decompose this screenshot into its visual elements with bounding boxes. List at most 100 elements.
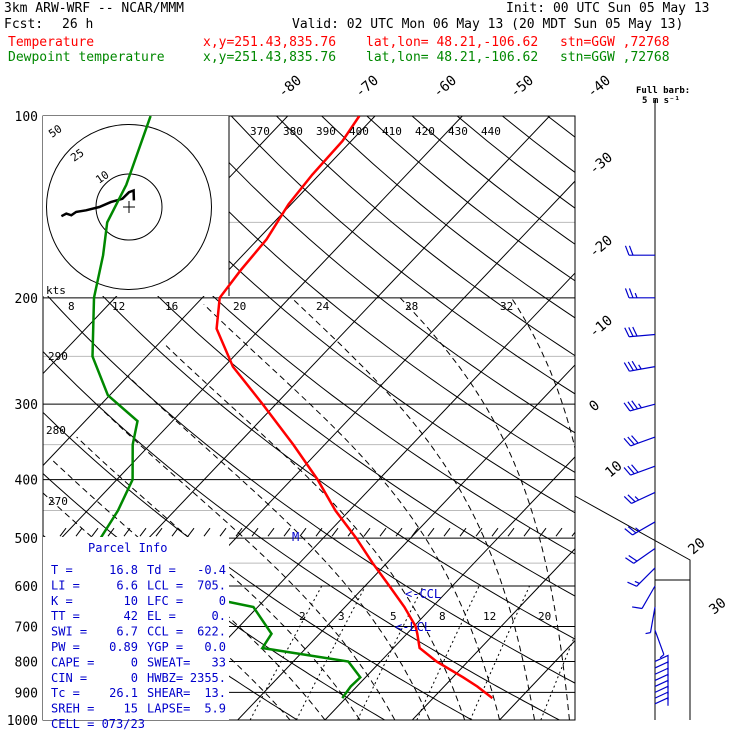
index-value: 0: [219, 594, 226, 608]
moist-adiabat-line: [291, 297, 535, 720]
pressure-label: 800: [15, 655, 38, 670]
mixing-ratio-line: [469, 585, 530, 720]
isotherm-label: 10: [602, 458, 625, 481]
wind-barb-flag: [628, 327, 634, 337]
index-value: 0.0: [204, 640, 226, 654]
index-label: Tc =: [51, 686, 80, 700]
wind-barb-staff: [629, 366, 656, 372]
pressure-label: 500: [15, 532, 38, 547]
mixing-ratio-label: 5: [390, 610, 397, 623]
wind-hatch: [491, 527, 499, 537]
wind-barb: [624, 245, 655, 256]
index-label: SWI =: [51, 625, 87, 639]
wind-barb-flag: [631, 435, 639, 444]
wind-barb: [623, 491, 656, 504]
index-label: CCL =: [147, 625, 183, 639]
isotherm-label: -30: [586, 150, 616, 179]
wind-barb: [654, 673, 669, 683]
wind-scale-label: 8: [68, 300, 75, 313]
wind-barb-staff: [630, 436, 656, 447]
index-value: 622.: [197, 625, 226, 639]
index-label: CIN =: [51, 671, 87, 685]
wind-barb: [654, 654, 669, 664]
dry-adiabat-line: [43, 167, 575, 597]
wind-hatch: [443, 527, 451, 537]
moist-adiabat-line: [76, 436, 361, 720]
hodograph-ring: [46, 124, 212, 290]
wind-barb-flag: [628, 288, 634, 299]
index-label: T =: [51, 563, 73, 577]
index-value: 10: [124, 594, 138, 608]
pressure-label: 600: [15, 580, 38, 595]
wind-hatch: [363, 527, 371, 537]
wind-hatch: [459, 527, 467, 537]
wind-hatch: [523, 527, 531, 537]
wind-scale-label: 20: [233, 300, 246, 313]
isotherm-line: [499, 639, 575, 720]
wind-barb-half-flag: [638, 403, 642, 409]
dry-adiabat-line: [140, 116, 575, 474]
index-label: LI =: [51, 578, 80, 592]
dry-adiabat-line: [185, 116, 575, 434]
wind-scale-label: 32: [500, 300, 513, 313]
index-value: 6.6: [116, 578, 138, 592]
wind-barb: [623, 464, 656, 476]
valid-time: Valid: 02 UTC Mon 06 May 13 (20 MDT Sun …: [292, 17, 684, 32]
pressure-label: 1000: [7, 714, 38, 729]
index-value: 0: [131, 655, 138, 669]
theta-label: 420: [415, 125, 435, 138]
wind-barb-staff: [641, 585, 656, 609]
dewpoint-xy: x,y=251.43,835.76: [203, 50, 337, 65]
wind-barb-flag: [623, 402, 631, 412]
wind-barb-staff: [629, 333, 656, 338]
wind-hatch: [203, 527, 211, 537]
wind-barb-flag: [627, 494, 636, 503]
theta-label: 400: [349, 125, 369, 138]
index-label: SWEAT=: [147, 655, 190, 669]
isotherm-line: [587, 116, 740, 720]
dry-adiabat-line: [456, 116, 575, 209]
hodograph-kts-label: kts: [46, 284, 66, 297]
index-label: CAPE =: [51, 655, 94, 669]
diagram-outline: [574, 495, 691, 720]
dewpoint-legend: Dewpoint temperature: [8, 50, 165, 65]
mixing-ratio-line: [295, 585, 366, 720]
index-label: SHEAR=: [147, 686, 190, 700]
lcl-marker: <-LCL: [395, 620, 431, 634]
index-value: 0.89: [109, 640, 138, 654]
hodograph-ring-label: 50: [46, 122, 64, 140]
barb-legend-line2: 5 m s⁻¹: [642, 96, 680, 106]
wind-barb-staff: [636, 567, 656, 587]
cell-motion: CELL = 073/23: [51, 717, 145, 731]
moist-adiabat-line: [203, 303, 501, 720]
index-value: 16.8: [109, 563, 138, 577]
wind-barb-staff: [629, 403, 656, 412]
dry-adiabat-line: [43, 228, 575, 640]
hodograph-background: [43, 116, 229, 296]
wind-hatch: [555, 527, 563, 537]
wind-hatch: [507, 527, 515, 537]
wind-barb-flag: [625, 557, 635, 564]
pressure-label: 700: [15, 620, 38, 635]
theta-label: 270: [48, 495, 68, 508]
hodograph-trace: [60, 188, 136, 218]
index-value: 705.: [197, 578, 226, 592]
wind-barb-flag: [627, 581, 637, 587]
temperature-xy: x,y=251.43,835.76: [203, 35, 337, 50]
theta-label: 430: [448, 125, 468, 138]
wind-barb-half-flag: [634, 580, 640, 585]
index-value: 13.: [204, 686, 226, 700]
pressure-label: 300: [15, 398, 38, 413]
pressure-label: 200: [15, 292, 38, 307]
wind-barb-staff: [649, 606, 656, 633]
wind-barb-staff: [631, 491, 656, 504]
index-value: 26.1: [109, 686, 138, 700]
wind-barb-half-flag: [634, 292, 638, 299]
isotherm-line: [237, 364, 575, 720]
model-title: 3km ARW-WRF -- NCAR/MMM: [4, 1, 185, 16]
index-label: LFC =: [147, 594, 183, 608]
barb-legend-line1: Full barb:: [636, 86, 690, 96]
wind-barb-flag: [623, 496, 632, 504]
isotherm-line: [324, 456, 575, 720]
